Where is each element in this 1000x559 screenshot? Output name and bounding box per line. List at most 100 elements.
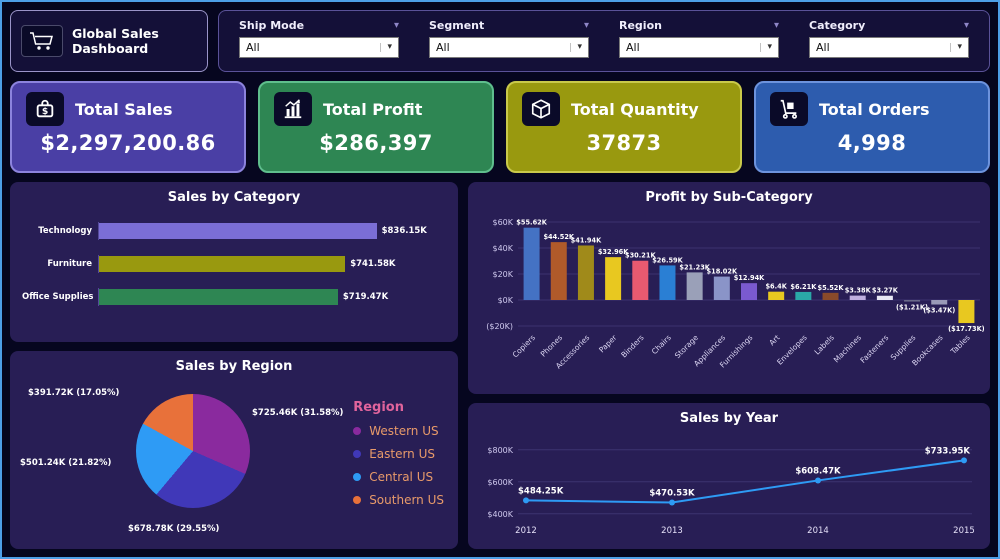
bar-furnishings[interactable] [741, 283, 757, 300]
bar-tables[interactable] [958, 300, 975, 324]
bar-value-label: $5.52K [818, 284, 845, 292]
kpi-row: $ Total Sales $2,297,200.86 Total Profit $28… [10, 81, 990, 173]
logo-panel: Global Sales Dashboard [10, 10, 208, 72]
bar-track: $836.15K [98, 222, 446, 240]
kpi-card-total-sales[interactable]: $ Total Sales $2,297,200.86 [10, 81, 246, 173]
bar-value-label: $12.94K [734, 274, 765, 282]
filter-header: Segment ▾ [429, 19, 589, 32]
filter-selected-value: All [436, 41, 450, 54]
legend-item-southern-us[interactable]: Southern US [353, 493, 444, 507]
data-point-2013[interactable] [669, 499, 675, 506]
y-tick-label: $400K [487, 510, 513, 519]
y-tick-label: $40K [492, 244, 513, 253]
bar-office-supplies[interactable] [99, 289, 338, 305]
kpi-card-total-profit[interactable]: Total Profit $286,397 [258, 81, 494, 173]
y-tick-label: $600K [487, 478, 513, 487]
bar-track: $719.47K [98, 288, 446, 306]
bar-value-label: $18.02K [707, 268, 738, 276]
bar-appliances[interactable] [713, 276, 730, 300]
kpi-card-total-orders[interactable]: Total Orders 4,998 [754, 81, 990, 173]
legend-item-central-us[interactable]: Central US [353, 470, 444, 484]
kpi-header: $ Total Sales [26, 92, 230, 126]
y-tick-label: $20K [492, 270, 513, 279]
chevron-down-icon[interactable]: ▾ [963, 19, 969, 31]
main-content: Sales by Category Technology $836.15K Furn… [10, 182, 990, 549]
data-point-2015[interactable] [961, 457, 967, 464]
region-pie[interactable] [136, 394, 250, 508]
bar-bookcases[interactable] [931, 300, 948, 305]
chevron-down-icon[interactable]: ▾ [583, 19, 589, 31]
data-point-2012[interactable] [523, 497, 529, 504]
category-axis-label: Office Supplies [22, 292, 94, 302]
bar-value-label: ($3.47K) [923, 307, 955, 315]
bar-accessories[interactable] [577, 245, 594, 300]
legend-dot [353, 496, 362, 504]
pie-slice-label-southern-us: $391.72K (17.05%) [28, 388, 120, 398]
category-dropdown[interactable]: All ▾ [809, 37, 969, 58]
bar-furniture[interactable] [99, 256, 346, 272]
bar-value-label: $836.15K [381, 226, 427, 236]
bar-storage[interactable] [686, 272, 703, 300]
legend-dot [353, 427, 362, 435]
region-dropdown[interactable]: All ▾ [619, 37, 779, 58]
bar-chairs[interactable] [659, 265, 676, 300]
point-value-label: $733.95K [925, 446, 971, 456]
legend-dot [353, 450, 362, 458]
filter-selected-value: All [246, 41, 260, 54]
category-bar-row: Office Supplies $719.47K [22, 288, 446, 306]
bar-supplies[interactable] [904, 300, 921, 302]
data-point-2014[interactable] [815, 477, 821, 484]
point-value-label: $470.53K [649, 489, 695, 499]
filter-selected-value: All [816, 41, 830, 54]
bar-value-label: $6.4K [765, 283, 787, 291]
bar-machines[interactable] [849, 295, 866, 300]
x-axis-label: 2015 [953, 526, 975, 536]
kpi-value: $2,297,200.86 [40, 131, 216, 155]
svg-text:$: $ [42, 106, 48, 117]
kpi-value: 37873 [586, 131, 662, 155]
bar-phones[interactable] [550, 242, 567, 300]
profit-by-subcategory-panel: Profit by Sub-Category $60K $40K $20K $0K ($… [468, 182, 990, 394]
bar-envelopes[interactable] [795, 291, 812, 300]
bar-labels[interactable] [822, 292, 839, 300]
kpi-card-total-quantity[interactable]: Total Quantity 37873 [506, 81, 742, 173]
left-column: Sales by Category Technology $836.15K Furn… [10, 182, 458, 549]
dropdown-arrow-icon: ▾ [570, 43, 582, 52]
bar-technology[interactable] [99, 223, 377, 239]
kpi-label: Total Orders [819, 99, 930, 119]
sales-by-year-chart: $800K $600K $400K $484.25K 2012 $470.53K 2013 $… [478, 430, 980, 540]
segment-dropdown[interactable]: All ▾ [429, 37, 589, 58]
filter-header: Region ▾ [619, 19, 779, 32]
legend-dot [353, 473, 362, 481]
right-column: Profit by Sub-Category $60K $40K $20K $0K ($… [468, 182, 990, 549]
box-icon [522, 92, 560, 126]
legend-item-eastern-us[interactable]: Eastern US [353, 447, 444, 461]
ship-mode-dropdown[interactable]: All ▾ [239, 37, 399, 58]
dashboard-title: Global Sales Dashboard [72, 26, 159, 56]
profit-by-subcategory-chart: $60K $40K $20K $0K ($20K) $55.62K Copiers $44.5… [478, 209, 984, 389]
bar-value-label: $3.38K [845, 287, 872, 295]
bar-track: $741.58K [98, 255, 446, 273]
sales-by-region-panel: Sales by Region Region Western US Eastern… [10, 351, 458, 549]
filter-label-category: Category [809, 19, 866, 32]
legend-title: Region [353, 400, 404, 415]
category-bar-row: Technology $836.15K [22, 222, 446, 240]
bar-value-label: $55.62K [516, 219, 547, 227]
bar-fasteners[interactable] [876, 295, 893, 300]
bar-binders[interactable] [632, 260, 649, 300]
bar-value-label: $21.23K [679, 263, 710, 271]
chevron-down-icon[interactable]: ▾ [773, 19, 779, 31]
bar-value-label: $44.52K [543, 233, 574, 241]
legend-item-western-us[interactable]: Western US [353, 424, 444, 438]
bar-value-label: $32.96K [598, 248, 629, 256]
x-axis-label: Phones [539, 333, 565, 359]
hand-truck-icon [770, 92, 808, 126]
sales-by-category-panel: Sales by Category Technology $836.15K Furn… [10, 182, 458, 342]
bar-paper[interactable] [605, 257, 622, 300]
bar-art[interactable] [768, 291, 785, 300]
sales-by-year-panel: Sales by Year $800K $600K $400K $484.25K 201… [468, 403, 990, 549]
x-axis-label: 2012 [515, 526, 537, 536]
x-axis-label: Copiers [511, 333, 537, 359]
bar-copiers[interactable] [523, 227, 540, 300]
chevron-down-icon[interactable]: ▾ [393, 19, 399, 31]
